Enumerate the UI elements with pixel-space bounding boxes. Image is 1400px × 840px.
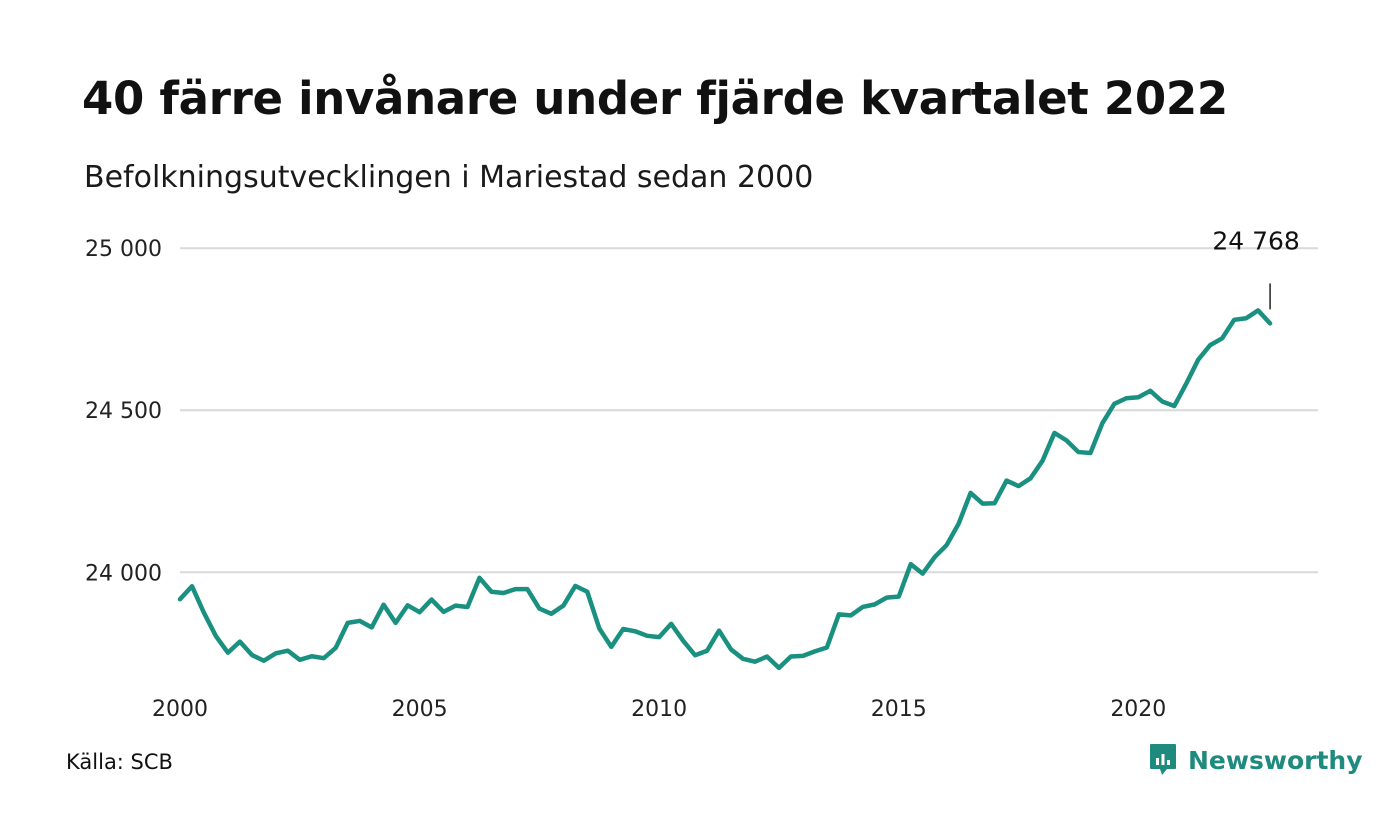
brand-name: Newsworthy <box>1188 745 1363 775</box>
brand-logo[interactable]: Newsworthy <box>1148 742 1363 778</box>
chart-title: 40 färre invånare under fjärde kvartalet… <box>82 72 1228 125</box>
x-tick-label: 2010 <box>631 697 687 722</box>
y-tick-label: 25 000 <box>85 237 162 262</box>
end-value-label: 24 768 <box>1212 226 1299 255</box>
source-note: Källa: SCB <box>66 750 173 774</box>
chart-subtitle: Befolkningsutvecklingen i Mariestad seda… <box>84 160 814 195</box>
y-tick-label: 24 500 <box>85 399 162 424</box>
x-axis-ticks: 2000 2005 2010 2015 2020 <box>152 697 1166 722</box>
newsworthy-logo-icon <box>1150 744 1176 775</box>
gridlines <box>180 247 1318 574</box>
y-axis-ticks: 24 000 24 500 25 000 <box>85 237 162 586</box>
x-tick-label: 2015 <box>871 697 927 722</box>
population-series-line <box>177 308 1273 671</box>
x-tick-label: 2020 <box>1110 697 1166 722</box>
x-tick-label: 2000 <box>152 697 208 722</box>
x-tick-label: 2005 <box>392 697 448 722</box>
y-tick-label: 24 000 <box>85 561 162 586</box>
